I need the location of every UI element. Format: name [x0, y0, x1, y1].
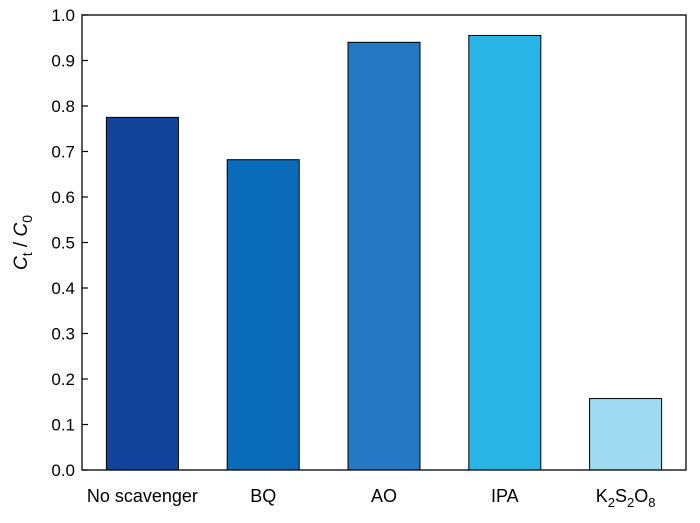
bar-bq [226, 159, 300, 471]
y-tick-label: 0.3 [51, 325, 75, 344]
y-tick-label: 0.2 [51, 370, 75, 389]
y-tick-label: 0.5 [51, 234, 75, 253]
y-axis-title: Ct / C0 [11, 215, 35, 270]
y-tick-label: 1.0 [51, 6, 75, 25]
x-tick-label: K2S2O8 [596, 486, 656, 510]
y-tick-label: 0.6 [51, 188, 75, 207]
bar-k2s2o8 [589, 398, 663, 471]
bar-ao [347, 41, 421, 471]
bar-ipa [468, 34, 542, 471]
x-tick-label: IPA [491, 486, 519, 506]
x-tick-label: AO [371, 486, 397, 506]
y-tick-label: 0.4 [51, 279, 75, 298]
labels-group: 0.0 0.1 0.2 0.3 0.4 0.5 0.6 0.7 0.8 0.9 1.0 No scav… [11, 6, 655, 510]
y-tick-label: 0.7 [51, 143, 75, 162]
y-tick-label: 0.0 [51, 461, 75, 480]
x-tick-label: No scavenger [87, 486, 198, 506]
y-tick-label: 0.1 [51, 416, 75, 435]
y-tick-label: 0.9 [51, 52, 75, 71]
bar-no-scavenger [105, 116, 179, 471]
y-tick-label: 0.8 [51, 97, 75, 116]
axes-group [81, 14, 687, 471]
x-tick-label: BQ [250, 486, 276, 506]
bars-group [105, 34, 663, 471]
